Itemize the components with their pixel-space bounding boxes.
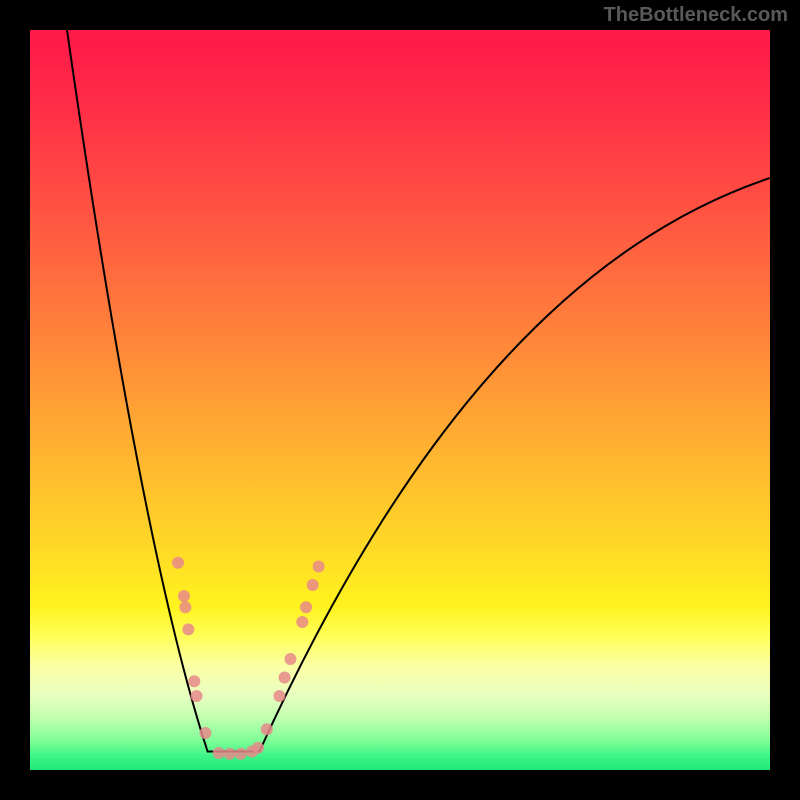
marker-point (224, 748, 236, 760)
marker-point (252, 742, 264, 754)
marker-point (273, 690, 285, 702)
marker-point (191, 690, 203, 702)
marker-point (279, 672, 291, 684)
marker-point (300, 601, 312, 613)
marker-point (172, 557, 184, 569)
marker-point (213, 747, 225, 759)
marker-point (307, 579, 319, 591)
marker-point (188, 675, 200, 687)
marker-point (235, 748, 247, 760)
marker-point (284, 653, 296, 665)
marker-point (178, 590, 190, 602)
marker-point (296, 616, 308, 628)
marker-point (313, 561, 325, 573)
curve-layer (30, 30, 770, 770)
marker-point (179, 601, 191, 613)
marker-point (199, 727, 211, 739)
watermark-text: TheBottleneck.com (604, 4, 788, 27)
marker-group (172, 557, 325, 760)
bottleneck-curve (67, 30, 770, 752)
marker-point (182, 623, 194, 635)
marker-point (261, 723, 273, 735)
plot-area (30, 30, 770, 770)
